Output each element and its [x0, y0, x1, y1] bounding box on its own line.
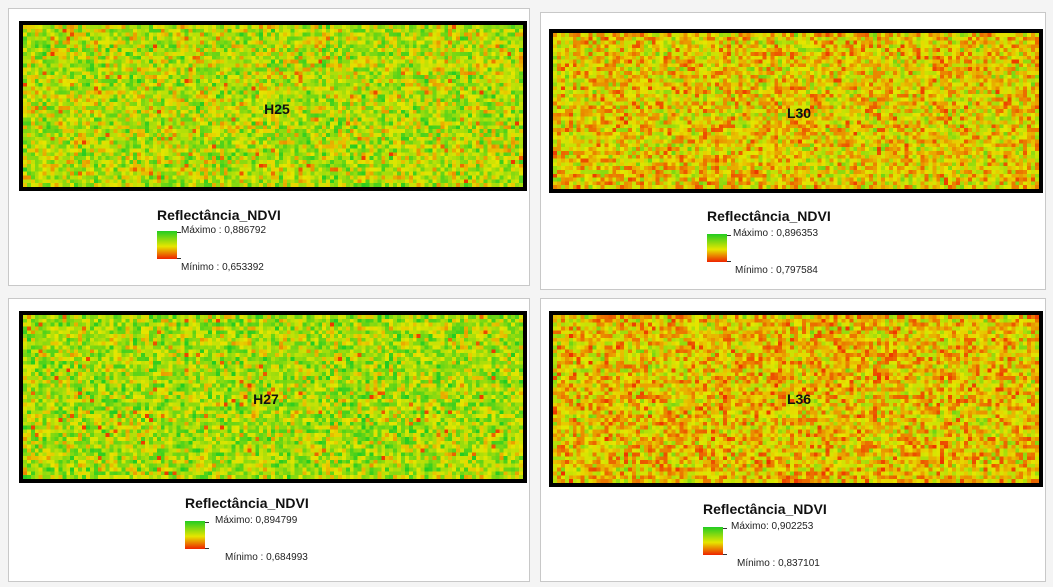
- raster-canvas: [553, 33, 1039, 189]
- map-panel-l36: L36 Reflectância_NDVI Máximo: 0,902253 M…: [540, 298, 1046, 582]
- legend-tick-max: [205, 522, 209, 523]
- plot-label: H27: [253, 391, 279, 407]
- legend-color-ramp: [703, 527, 723, 555]
- legend-tick-max: [723, 528, 727, 529]
- legend-max-value: Máximo: 0,894799: [215, 515, 298, 526]
- legend-title: Reflectância_NDVI: [157, 207, 281, 223]
- map-panel-h27: H27 Reflectância_NDVI Máximo: 0,894799 M…: [8, 298, 530, 582]
- plot-label: H25: [264, 101, 290, 117]
- legend-tick-min: [727, 261, 731, 262]
- legend: Reflectância_NDVI Máximo: 0,902253 Mínim…: [703, 501, 827, 569]
- raster-canvas: [23, 315, 523, 479]
- legend-max-value: Máximo : 0,896353: [733, 228, 819, 239]
- plot-label: L36: [786, 391, 812, 407]
- legend-min-value: Mínimo : 0,837101: [737, 558, 820, 569]
- ndvi-raster-h27: [19, 311, 527, 483]
- legend: Reflectância_NDVI Máximo : 0,896353 Míni…: [707, 208, 831, 276]
- legend-color-ramp: [157, 231, 177, 259]
- ndvi-raster-l36: [549, 311, 1043, 487]
- legend-min-value: Mínimo : 0,653392: [181, 262, 264, 273]
- legend-max-value: Máximo : 0,886792: [181, 225, 267, 236]
- map-panel-h25: H25 Reflectância_NDVI Máximo : 0,886792 …: [8, 8, 530, 286]
- legend: Reflectância_NDVI Máximo : 0,886792 Míni…: [157, 207, 281, 273]
- legend-title: Reflectância_NDVI: [707, 208, 831, 224]
- legend-tick-max: [177, 232, 181, 233]
- map-panel-l30: L30 Reflectância_NDVI Máximo : 0,896353 …: [540, 12, 1046, 290]
- legend-tick-min: [177, 258, 181, 259]
- plot-label: L30: [786, 105, 812, 121]
- legend-tick-min: [723, 554, 727, 555]
- ndvi-raster-l30: [549, 29, 1043, 193]
- ndvi-raster-h25: [19, 21, 527, 191]
- legend-tick-min: [205, 548, 209, 549]
- raster-canvas: [553, 315, 1039, 483]
- legend-title: Reflectância_NDVI: [185, 495, 309, 511]
- legend-min-value: Mínimo : 0,684993: [225, 552, 308, 563]
- legend-title: Reflectância_NDVI: [703, 501, 827, 517]
- legend-max-value: Máximo: 0,902253: [731, 521, 814, 532]
- legend-color-ramp: [707, 234, 727, 262]
- legend-color-ramp: [185, 521, 205, 549]
- legend: Reflectância_NDVI Máximo: 0,894799 Mínim…: [185, 495, 309, 563]
- raster-canvas: [23, 25, 523, 187]
- legend-min-value: Mínimo : 0,797584: [735, 265, 818, 276]
- legend-tick-max: [727, 235, 731, 236]
